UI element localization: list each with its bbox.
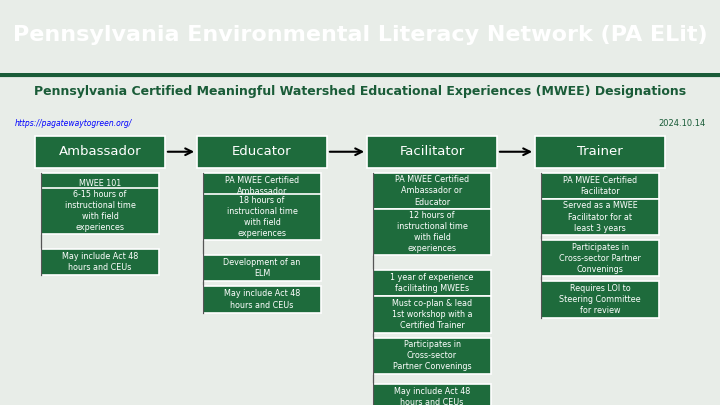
- Text: Educator: Educator: [232, 145, 292, 158]
- FancyBboxPatch shape: [535, 136, 665, 168]
- Text: 18 hours of
instructional time
with field
experiences: 18 hours of instructional time with fiel…: [227, 196, 297, 238]
- Text: Development of an
ELM: Development of an ELM: [223, 258, 301, 278]
- Text: MWEE 101: MWEE 101: [79, 179, 121, 188]
- Text: Participates in
Cross-sector Partner
Convenings: Participates in Cross-sector Partner Con…: [559, 243, 641, 274]
- Text: PA MWEE Certified
Ambassador: PA MWEE Certified Ambassador: [225, 176, 299, 196]
- FancyBboxPatch shape: [197, 136, 327, 168]
- FancyBboxPatch shape: [373, 270, 491, 296]
- FancyBboxPatch shape: [373, 384, 491, 405]
- Text: Ambassador: Ambassador: [59, 145, 141, 158]
- Text: Pennsylvania Certified Meaningful Watershed Educational Experiences (MWEE) Desig: Pennsylvania Certified Meaningful Waters…: [34, 85, 686, 98]
- Text: Served as a MWEE
Facilitator for at
least 3 years: Served as a MWEE Facilitator for at leas…: [562, 201, 637, 232]
- FancyBboxPatch shape: [373, 296, 491, 333]
- Text: 6-15 hours of
instructional time
with field
experiences: 6-15 hours of instructional time with fi…: [65, 190, 135, 232]
- FancyBboxPatch shape: [203, 173, 321, 199]
- Text: Requires LOI to
Steering Committee
for review: Requires LOI to Steering Committee for r…: [559, 284, 641, 315]
- Text: 12 hours of
instructional time
with field
experiences: 12 hours of instructional time with fiel…: [397, 211, 467, 253]
- Text: May include Act 48
hours and CEUs: May include Act 48 hours and CEUs: [224, 290, 300, 309]
- Text: 2024.10.14: 2024.10.14: [658, 119, 706, 128]
- FancyBboxPatch shape: [541, 199, 659, 235]
- FancyBboxPatch shape: [35, 136, 165, 168]
- Text: PA MWEE Certified
Ambassador or
Educator: PA MWEE Certified Ambassador or Educator: [395, 175, 469, 207]
- FancyBboxPatch shape: [541, 240, 659, 276]
- FancyBboxPatch shape: [373, 209, 491, 255]
- FancyBboxPatch shape: [41, 173, 159, 195]
- FancyBboxPatch shape: [203, 255, 321, 281]
- Text: May include Act 48
hours and CEUs: May include Act 48 hours and CEUs: [394, 387, 470, 405]
- Text: 1 year of experience
facilitating MWEEs: 1 year of experience facilitating MWEEs: [390, 273, 474, 294]
- Text: Participates in
Cross-sector
Partner Convenings: Participates in Cross-sector Partner Con…: [392, 340, 472, 371]
- Text: https://pagatewaytogreen.org/: https://pagatewaytogreen.org/: [14, 119, 132, 128]
- Text: PA MWEE Certified
Facilitator: PA MWEE Certified Facilitator: [563, 176, 637, 196]
- FancyBboxPatch shape: [41, 249, 159, 275]
- FancyBboxPatch shape: [541, 281, 659, 318]
- Text: Facilitator: Facilitator: [400, 145, 464, 158]
- Text: Pennsylvania Environmental Literacy Network (PA ELit): Pennsylvania Environmental Literacy Netw…: [13, 25, 707, 45]
- FancyBboxPatch shape: [541, 173, 659, 199]
- FancyBboxPatch shape: [203, 286, 321, 313]
- FancyBboxPatch shape: [373, 338, 491, 374]
- FancyBboxPatch shape: [367, 136, 497, 168]
- Text: Trainer: Trainer: [577, 145, 623, 158]
- Text: May include Act 48
hours and CEUs: May include Act 48 hours and CEUs: [62, 252, 138, 272]
- FancyBboxPatch shape: [373, 173, 491, 209]
- Text: Must co-plan & lead
1st workshop with a
Certified Trainer: Must co-plan & lead 1st workshop with a …: [392, 299, 472, 330]
- FancyBboxPatch shape: [41, 188, 159, 234]
- FancyBboxPatch shape: [203, 194, 321, 240]
